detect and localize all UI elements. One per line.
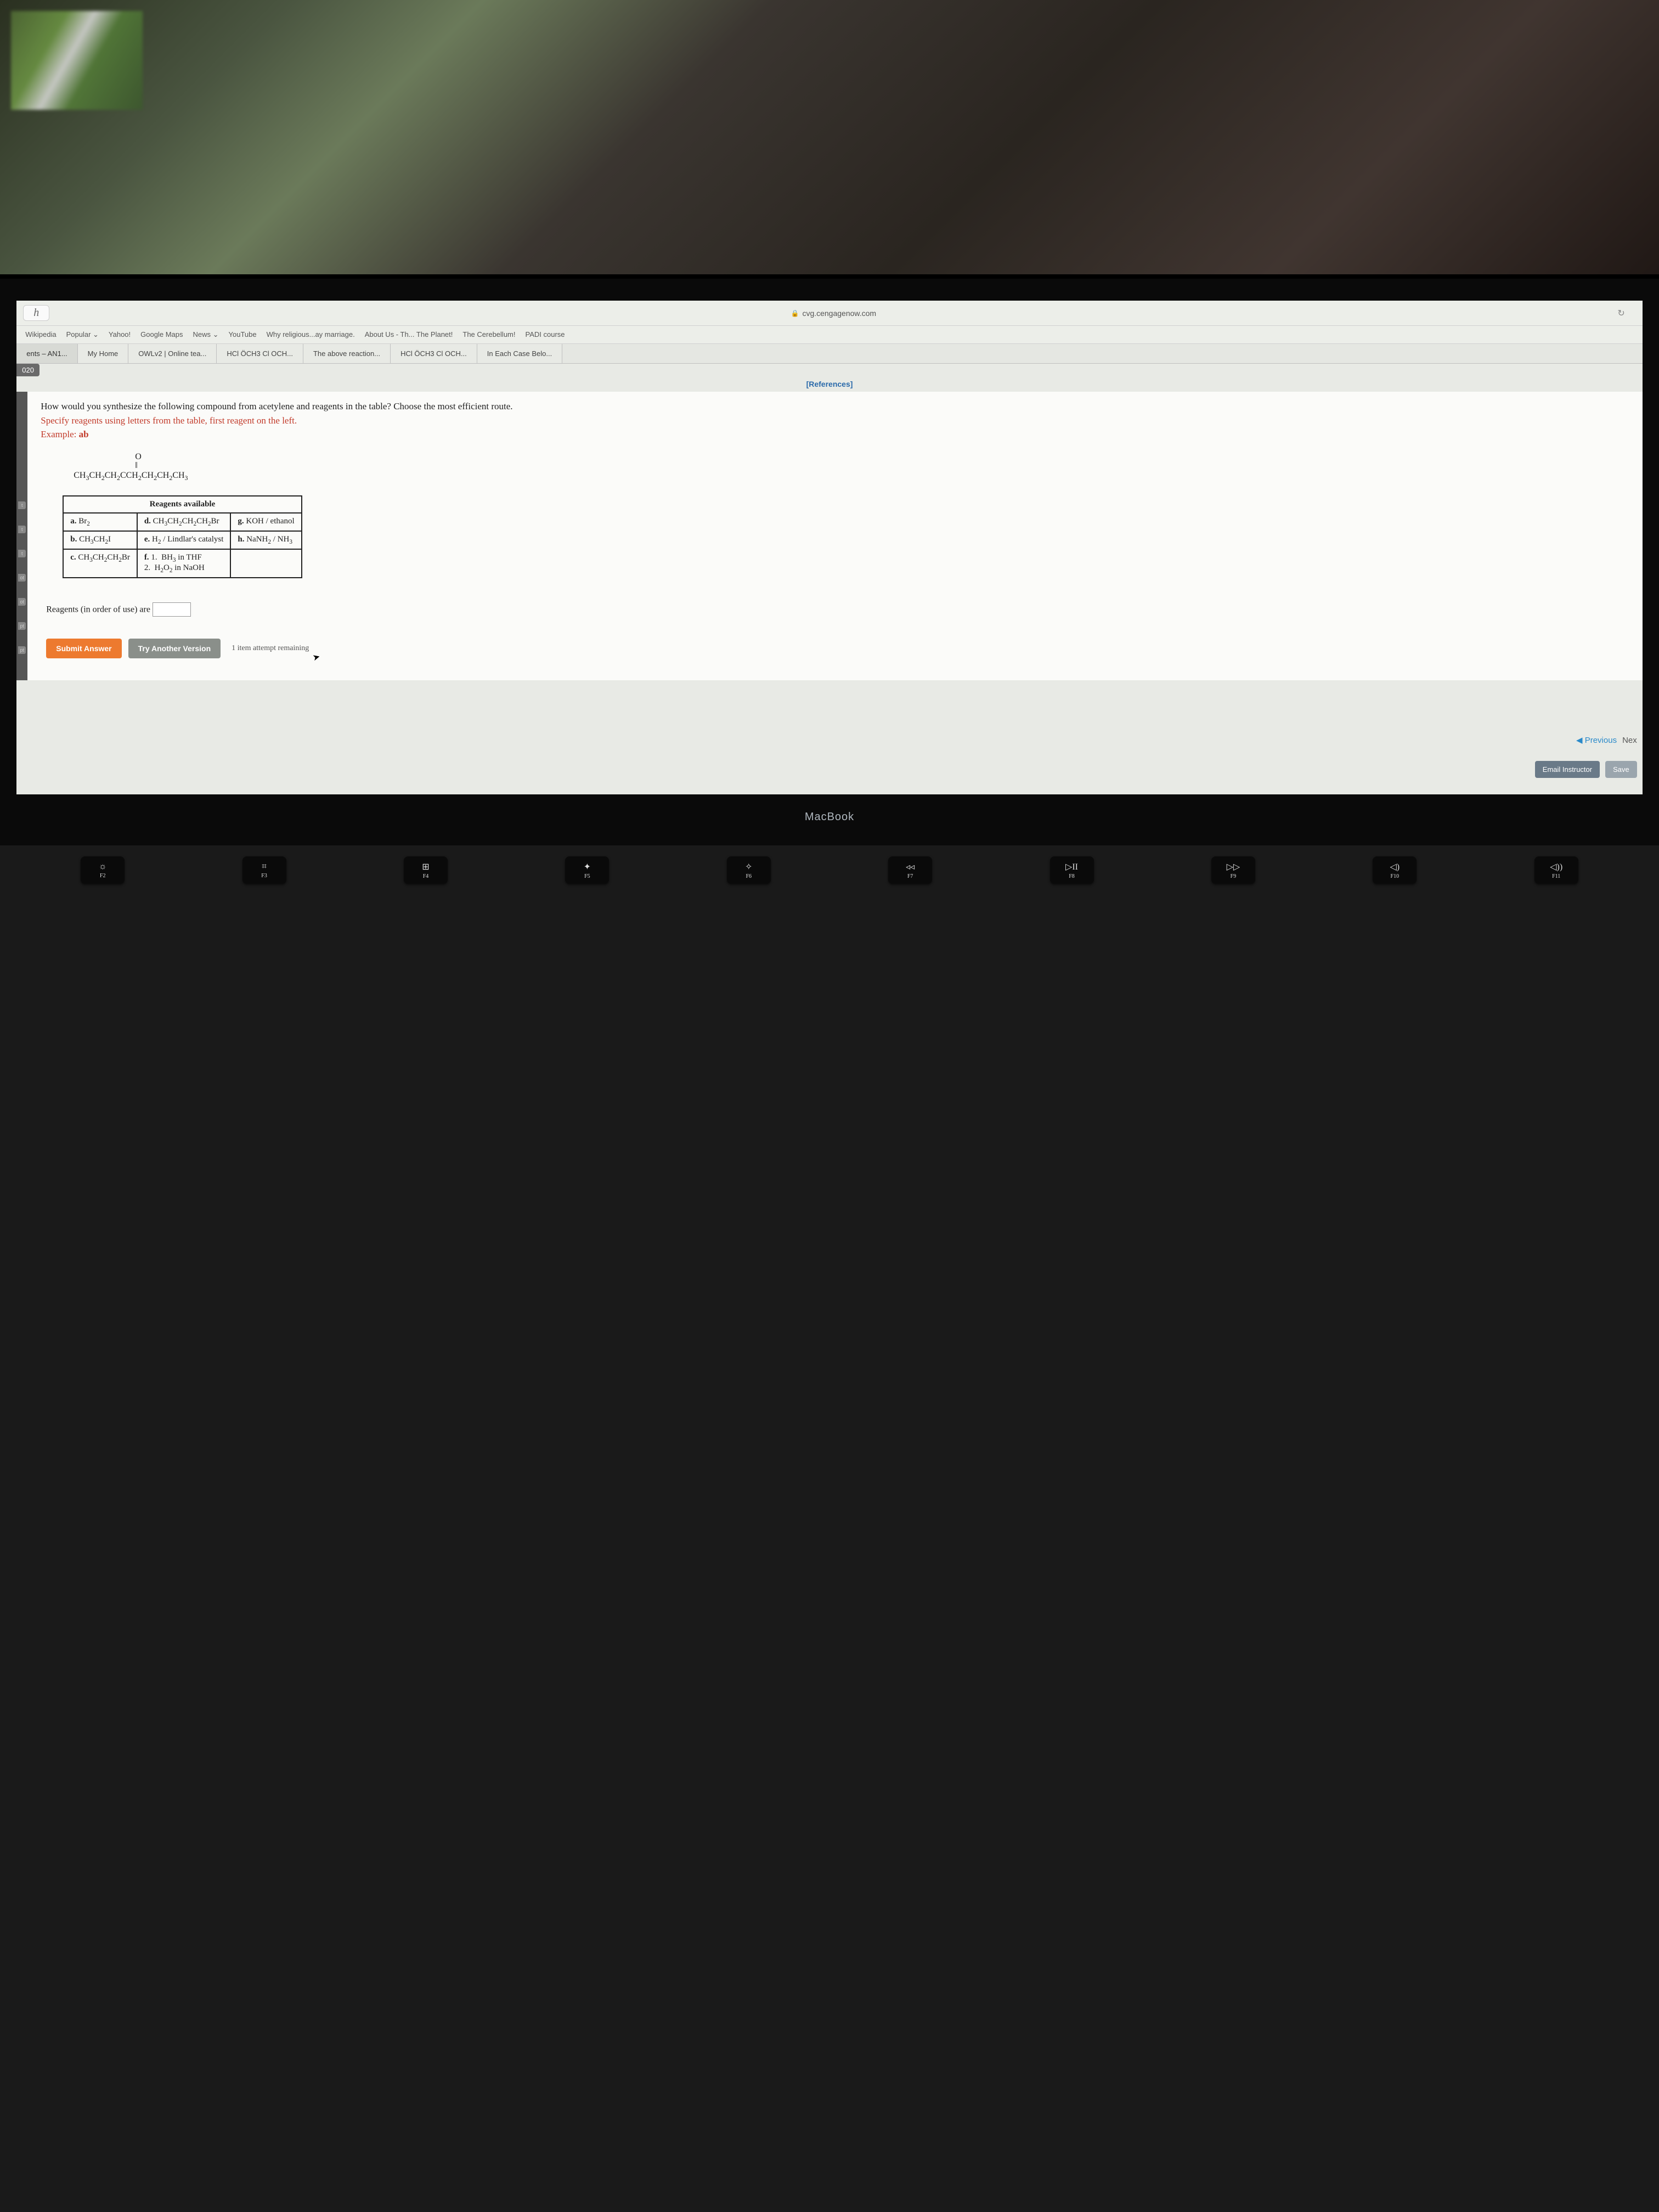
fn-key[interactable]: ▷▷F9 bbox=[1211, 856, 1255, 884]
url-text: cvg.cengagenow.com bbox=[802, 309, 876, 318]
laptop-screen: h 🔒 cvg.cengagenow.com ↻ Wikipedia Popula… bbox=[0, 274, 1659, 900]
year-strip: 020 bbox=[16, 364, 40, 376]
side-tab[interactable]: ot bbox=[18, 598, 26, 606]
browser-tab[interactable]: The above reaction... bbox=[303, 344, 391, 363]
reagents-header: Reagents available bbox=[63, 496, 301, 513]
side-tab[interactable]: pt bbox=[18, 622, 26, 630]
submit-answer-button[interactable]: Submit Answer bbox=[46, 639, 121, 658]
fn-key[interactable]: ⌗F3 bbox=[242, 856, 286, 884]
fn-key[interactable]: ✧F6 bbox=[727, 856, 771, 884]
side-tab[interactable]: ot bbox=[18, 574, 26, 582]
function-key-row: ☼F2 ⌗F3 ⊞F4 ✦F5 ✧F6 ◃◃F7 ▷IIF8 ▷▷F9 ◁)F10 ◁))F11 bbox=[0, 845, 1659, 900]
answer-label: Reagents (in order of use) are bbox=[46, 605, 150, 614]
side-tab[interactable]: t bbox=[18, 550, 26, 557]
question-panel: How would you synthesize the following c… bbox=[27, 392, 1643, 680]
email-instructor-button[interactable]: Email Instructor bbox=[1535, 761, 1600, 778]
reagents-table: Reagents available a. Br2 d. CH3CH2CH2CH… bbox=[63, 495, 302, 578]
browser-tab[interactable]: My Home bbox=[78, 344, 129, 363]
browser-tab[interactable]: OWLv2 | Online tea... bbox=[128, 344, 217, 363]
bookmark-item[interactable]: About Us - Th... The Planet! bbox=[365, 330, 453, 339]
tabs-row: ents – AN1... My HomeOWLv2 | Online tea.… bbox=[16, 344, 1643, 364]
bookmark-item[interactable]: Popular ⌄ bbox=[66, 330, 99, 339]
side-tab[interactable]: pt bbox=[18, 646, 26, 654]
bookmarks-bar: Wikipedia Popular ⌄ Yahoo! Google Maps News … bbox=[16, 326, 1643, 344]
fn-key[interactable]: ▷IIF8 bbox=[1050, 856, 1094, 884]
answer-input[interactable] bbox=[153, 602, 191, 617]
url-display[interactable]: 🔒 cvg.cengagenow.com bbox=[60, 309, 1606, 318]
browser-tab[interactable]: HCl ÖCH3 Cl OCH... bbox=[217, 344, 303, 363]
try-another-button[interactable]: Try Another Version bbox=[128, 639, 221, 658]
bookmark-item[interactable]: The Cerebellum! bbox=[462, 330, 515, 339]
history-button[interactable]: h bbox=[23, 305, 49, 321]
side-tab[interactable]: t bbox=[18, 501, 26, 509]
attempts-remaining: 1 item attempt remaining bbox=[227, 644, 309, 653]
bookmark-item[interactable]: Wikipedia bbox=[25, 330, 56, 339]
fn-key[interactable]: ⊞F4 bbox=[404, 856, 448, 884]
fn-key[interactable]: ☼F2 bbox=[81, 856, 125, 884]
question-text: How would you synthesize the following c… bbox=[41, 399, 1629, 442]
bookmark-item[interactable]: PADI course bbox=[526, 330, 565, 339]
next-button[interactable]: Nex bbox=[1622, 736, 1637, 745]
tab-truncated-left[interactable]: ents – AN1... bbox=[16, 344, 77, 363]
molecule-structure: O ‖ CH3CH2CH2CCH2CH2CH2CH3 bbox=[41, 442, 1629, 488]
fn-key[interactable]: ◃◃F7 bbox=[888, 856, 932, 884]
bookmark-item[interactable]: Yahoo! bbox=[109, 330, 131, 339]
fn-key[interactable]: ✦F5 bbox=[565, 856, 609, 884]
reload-icon[interactable]: ↻ bbox=[1606, 308, 1635, 319]
bookmark-item[interactable]: Google Maps bbox=[140, 330, 183, 339]
save-button[interactable]: Save bbox=[1605, 761, 1637, 778]
references-link[interactable]: [References] bbox=[16, 376, 1643, 392]
previous-button[interactable]: ◀ Previous bbox=[1576, 735, 1617, 745]
browser-tab[interactable]: HCl ÖCH3 Cl OCH... bbox=[391, 344, 477, 363]
fn-key[interactable]: ◁))F11 bbox=[1534, 856, 1578, 884]
side-tabs: t t t ot ot pt pt bbox=[16, 392, 27, 680]
bookmark-item[interactable]: YouTube bbox=[229, 330, 257, 339]
side-tab[interactable]: t bbox=[18, 526, 26, 533]
address-bar: h 🔒 cvg.cengagenow.com ↻ bbox=[16, 301, 1643, 326]
fn-key[interactable]: ◁)F10 bbox=[1373, 856, 1417, 884]
answer-row: Reagents (in order of use) are bbox=[41, 586, 1629, 622]
bookmark-item[interactable]: News ⌄ bbox=[193, 330, 218, 339]
browser-tab[interactable]: In Each Case Belo... bbox=[477, 344, 563, 363]
bookmark-item[interactable]: Why religious...ay marriage. bbox=[267, 330, 355, 339]
macbook-label: MacBook bbox=[0, 794, 1659, 845]
lock-icon: 🔒 bbox=[791, 309, 799, 317]
background-photo bbox=[0, 0, 1659, 274]
